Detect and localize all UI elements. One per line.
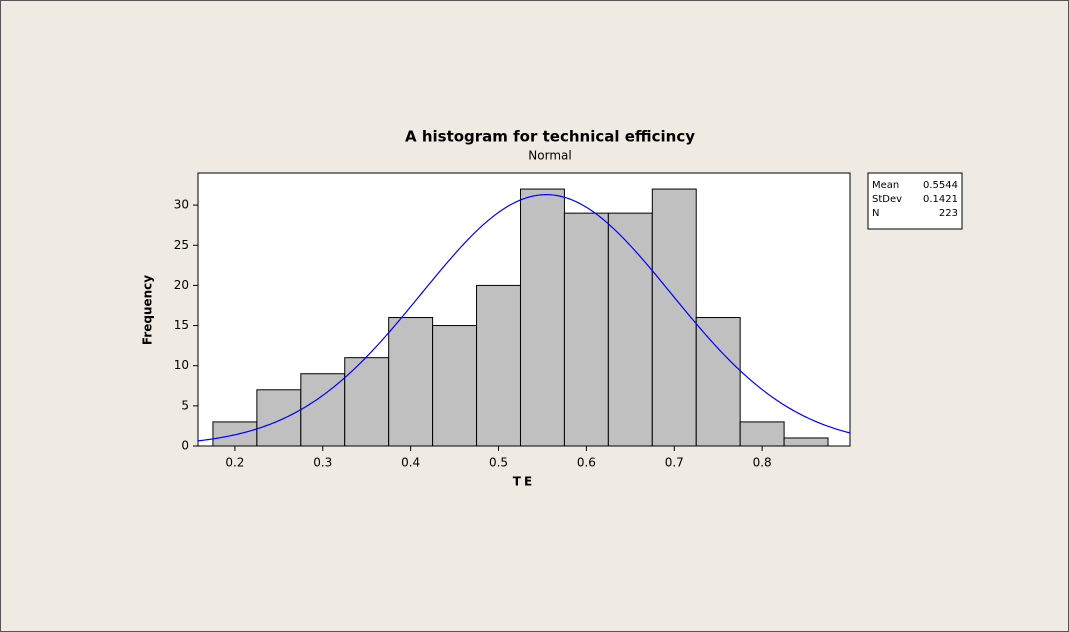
x-tick-label: 0.7: [665, 456, 684, 470]
x-tick-label: 0.6: [577, 456, 596, 470]
x-tick-label: 0.4: [401, 456, 420, 470]
y-tick-label: 5: [181, 398, 189, 412]
bar: [256, 389, 302, 447]
y-tick-label: 25: [174, 238, 189, 252]
x-axis-label: TE: [513, 475, 535, 489]
stat-label: N: [872, 208, 879, 219]
y-tick-label: 15: [174, 318, 189, 332]
y-tick-label: 30: [174, 198, 189, 212]
y-tick-label: 10: [174, 358, 189, 372]
bar: [651, 188, 697, 447]
chart-subtitle: Normal: [528, 149, 571, 163]
bar: [519, 188, 565, 447]
bar: [300, 373, 346, 447]
bar: [432, 325, 478, 447]
bar: [212, 421, 258, 447]
y-tick-label: 0: [181, 439, 189, 453]
bar: [476, 284, 521, 447]
stat-value: 223: [939, 208, 958, 219]
x-tick-label: 0.2: [225, 456, 244, 470]
chart-title: A histogram for technical efficincy: [405, 128, 695, 146]
fit-curve: [197, 194, 851, 442]
bar: [607, 212, 653, 447]
bar: [563, 212, 609, 447]
bar: [783, 437, 829, 447]
bar: [388, 317, 434, 447]
bar: [739, 421, 785, 447]
x-tick-label: 0.8: [753, 456, 772, 470]
stat-value: 0.5544: [923, 180, 958, 191]
x-tick-label: 0.5: [489, 456, 508, 470]
stat-label: Mean: [872, 180, 899, 191]
stat-label: StDev: [872, 194, 902, 205]
stat-value: 0.1421: [923, 194, 958, 205]
bar: [695, 317, 741, 447]
y-axis-label: Frequency: [141, 275, 155, 345]
x-tick-label: 0.3: [313, 456, 332, 470]
y-tick-label: 20: [174, 278, 189, 292]
stats-box: [867, 172, 963, 230]
